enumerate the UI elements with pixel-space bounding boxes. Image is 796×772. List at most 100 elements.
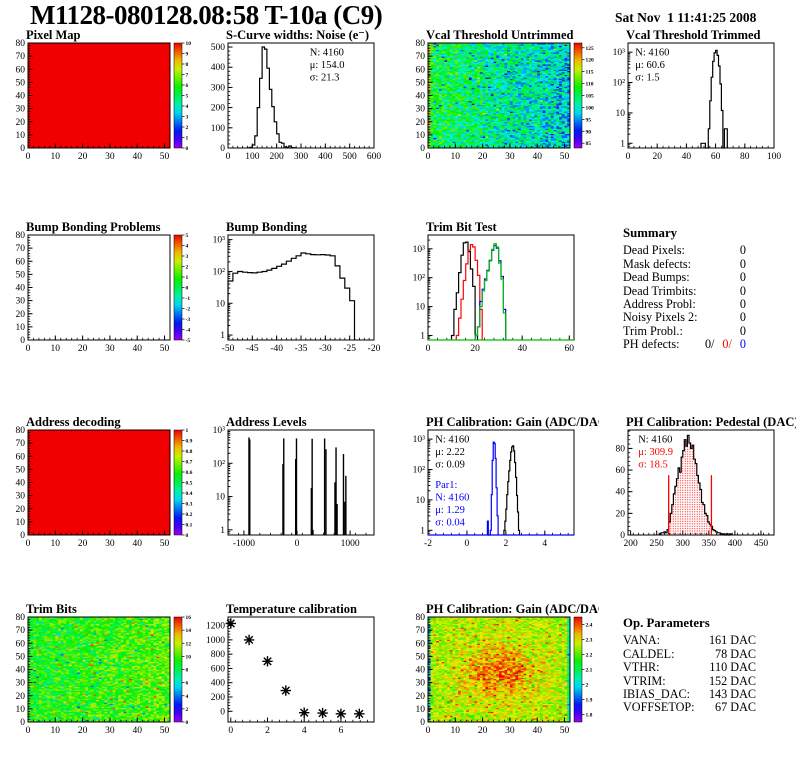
svg-text:70: 70	[16, 244, 26, 254]
summary-row-label: Address Probl:	[623, 297, 696, 312]
svg-text:50: 50	[160, 152, 170, 162]
chart-title-ph-pedestal: PH Calibration: Pedestal (DAC)	[626, 417, 796, 429]
panel-address-levels: Address Levels -1000 0 1000 1 10 10² 10³	[200, 417, 399, 609]
op-parameters-rows: VANA: 161 DAC CALDEL: 78 DAC VTHR: 110 DAC VTR…	[623, 633, 756, 715]
svg-text:0: 0	[620, 531, 625, 541]
heatmap-vcal-untrimmed	[428, 43, 570, 148]
summary-rows: Dead Pixels: 0 Mask defects: 0 Dead Bumps: 0 D…	[623, 243, 746, 351]
svg-text:90: 90	[586, 129, 592, 135]
data-point-marker	[262, 656, 273, 667]
svg-text:1000: 1000	[206, 636, 225, 646]
stats-line-vcal-trimmed-0: μ: 60.6	[635, 60, 665, 71]
svg-text:115: 115	[586, 70, 594, 76]
svg-text:0.1: 0.1	[186, 523, 193, 529]
svg-text:-20: -20	[368, 344, 381, 354]
svg-text:10: 10	[216, 299, 226, 309]
svg-text:-5: -5	[186, 338, 191, 344]
svg-text:0: 0	[20, 718, 25, 728]
svg-text:40: 40	[16, 92, 26, 102]
svg-text:30: 30	[105, 726, 115, 736]
svg-text:0: 0	[426, 152, 431, 162]
svg-text:0.3: 0.3	[186, 502, 193, 508]
data-point-marker	[225, 618, 236, 629]
heatmap-ph-gain-map	[428, 617, 570, 722]
svg-text:80: 80	[416, 613, 426, 623]
svg-text:10: 10	[616, 109, 626, 119]
svg-text:10: 10	[451, 726, 461, 736]
chart-vcal-trimmed: Vcal Threshold Trimmed 0 20 40 60 80 100 1 10 10²…	[613, 30, 782, 162]
svg-text:50: 50	[16, 78, 26, 88]
svg-text:350: 350	[702, 539, 717, 549]
svg-text:0: 0	[626, 152, 631, 162]
svg-text:200: 200	[623, 539, 638, 549]
svg-text:10³: 10³	[213, 426, 226, 436]
svg-text:20: 20	[478, 726, 488, 736]
hist-series-trimbit-test-3	[474, 243, 507, 340]
svg-text:10: 10	[216, 493, 226, 503]
svg-text:0.4: 0.4	[186, 491, 193, 497]
svg-text:500: 500	[343, 152, 358, 162]
svg-text:9: 9	[186, 52, 189, 58]
op-parameter-row-label: VTHR:	[623, 660, 660, 675]
svg-text:2: 2	[186, 707, 189, 713]
svg-text:10: 10	[16, 131, 26, 141]
svg-text:0: 0	[20, 336, 25, 346]
summary-row: PH defects: 0/0/0	[623, 337, 746, 351]
svg-text:60: 60	[16, 639, 26, 649]
svg-text:1: 1	[186, 136, 189, 142]
svg-text:80: 80	[740, 152, 750, 162]
svg-text:30: 30	[16, 297, 26, 307]
svg-text:-1000: -1000	[233, 539, 255, 549]
svg-text:10: 10	[186, 654, 192, 660]
panel-vcal-trimmed: Vcal Threshold Trimmed 0 20 40 60 80 100 1 10 10²…	[600, 30, 796, 222]
svg-text:4: 4	[542, 539, 547, 549]
panel-ph-gain-hist: PH Calibration: Gain (ADC/DAC) -2 0 2 4 1 10 10…	[400, 417, 599, 609]
svg-text:50: 50	[160, 344, 170, 354]
svg-text:10: 10	[416, 496, 426, 506]
op-parameter-row-value: 67 DAC	[715, 700, 756, 715]
summary-row-label: Mask defects:	[623, 256, 692, 271]
stats-line-ph-gain-hist-0: N: 4160	[435, 435, 469, 446]
svg-text:20: 20	[470, 344, 480, 354]
svg-text:600: 600	[367, 152, 382, 162]
svg-text:40: 40	[532, 726, 542, 736]
svg-text:0.6: 0.6	[186, 470, 193, 476]
chart-title-vcal-untrimmed: Vcal Threshold Untrimmed	[426, 30, 574, 42]
svg-text:10: 10	[416, 705, 426, 715]
stats-line-vcal-trimmed-0: σ: 1.5	[635, 73, 659, 84]
svg-text:40: 40	[132, 152, 142, 162]
svg-text:2: 2	[265, 726, 270, 736]
svg-text:20: 20	[416, 692, 426, 702]
svg-text:0: 0	[26, 726, 31, 736]
heatmap-pixel-map	[28, 43, 170, 148]
svg-text:30: 30	[16, 492, 26, 502]
stats-line-ph-gain-hist-1: σ: 0.04	[435, 517, 465, 528]
svg-text:110: 110	[586, 82, 594, 88]
svg-text:40: 40	[682, 152, 692, 162]
svg-text:30: 30	[505, 152, 515, 162]
hist-series-ph-pedestal-0	[658, 434, 732, 536]
summary-row-label: Noisy Pixels 2:	[623, 310, 698, 325]
svg-text:20: 20	[16, 692, 26, 702]
svg-text:6: 6	[339, 726, 344, 736]
svg-text:100: 100	[586, 105, 595, 111]
svg-text:10³: 10³	[613, 48, 626, 58]
svg-text:30: 30	[105, 539, 115, 549]
svg-text:300: 300	[294, 152, 309, 162]
chart-title-trimbit-test: Trim Bit Test	[426, 222, 497, 234]
op-parameter-row-value: 78 DAC	[715, 646, 756, 661]
data-point-marker	[335, 708, 347, 719]
svg-text:30: 30	[105, 344, 115, 354]
panel-ph-gain-map: PH Calibration: Gain (ADC/DAC) 0 10 20 30 40 5…	[400, 604, 600, 772]
hist-series-bump-bonding-0	[227, 252, 356, 340]
svg-text:10: 10	[416, 303, 426, 313]
svg-text:1: 1	[186, 275, 189, 281]
svg-text:0: 0	[465, 539, 470, 549]
svg-text:16: 16	[186, 615, 192, 621]
chart-pixel-map: Pixel Map 0 10 20 30 40 50 0 10 20 30 40 50 60 70 80 0 1 2…	[16, 30, 192, 162]
svg-text:80: 80	[16, 426, 26, 436]
svg-text:80: 80	[16, 613, 26, 623]
svg-text:1.8: 1.8	[586, 713, 593, 719]
svg-text:2.3: 2.3	[586, 638, 593, 644]
data-point-marker	[317, 707, 328, 719]
